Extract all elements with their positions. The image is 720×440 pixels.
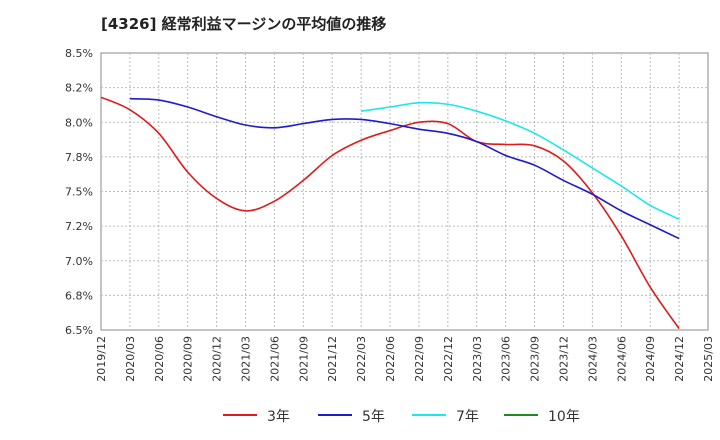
x-tick-label: 2024/09: [644, 336, 657, 382]
legend-swatch: [504, 414, 538, 416]
legend-swatch: [223, 414, 257, 416]
x-tick-label: 2020/06: [153, 336, 166, 382]
x-tick-label: 2021/03: [240, 336, 253, 382]
legend-label: 7年: [456, 409, 479, 425]
x-tick-label: 2022/12: [442, 336, 455, 382]
y-tick-label: 7.2%: [65, 220, 93, 233]
x-tick-label: 2022/09: [413, 336, 426, 382]
x-tick-label: 2021/06: [268, 336, 281, 382]
x-tick-label: 2022/03: [355, 336, 368, 382]
series-line-0: [100, 96, 680, 330]
line-chart: 6.5% 6.8% 7.0% 7.2% 7.5% 7.8% 8.0% 8.2% 8.5% 2019…: [65, 47, 715, 382]
axis-layer: 6.5% 6.8% 7.0% 7.2% 7.5% 7.8% 8.0% 8.2% 8.5% 2019…: [65, 47, 715, 382]
x-tick-label: 2025/03: [702, 336, 715, 382]
x-tick-label: 2023/09: [529, 336, 542, 382]
x-tick-label: 2023/06: [500, 336, 513, 382]
legend-swatch: [318, 414, 352, 416]
x-tick-label: 2024/03: [586, 336, 599, 382]
x-tick-label: 2020/03: [124, 336, 137, 382]
legend: 3年 5年 7年 10年: [0, 400, 720, 430]
y-tick-label: 6.8%: [65, 289, 93, 302]
x-tick-label: 2021/09: [297, 336, 310, 382]
plot-frame: [100, 52, 709, 331]
x-tick-label: 2020/12: [211, 336, 224, 382]
x-tick-label: 2020/09: [182, 336, 195, 382]
x-tick-label: 2019/12: [95, 336, 108, 382]
chart-title: [4326] 経常利益マージンの平均値の推移: [101, 15, 387, 33]
series-line-2: [361, 101, 680, 220]
x-tick-label: 2024/12: [673, 336, 686, 382]
x-tick-label: 2024/06: [615, 336, 628, 382]
series-layer: [100, 96, 680, 330]
legend-label: 3年: [267, 409, 290, 425]
legend-swatch: [412, 414, 446, 416]
y-tick-label: 7.8%: [65, 151, 93, 164]
grid-layer: [100, 52, 709, 331]
y-tick-label: 8.5%: [65, 47, 93, 60]
x-tick-label: 2022/06: [384, 336, 397, 382]
y-tick-label: 7.5%: [65, 186, 93, 199]
x-tick-label: 2021/12: [326, 336, 339, 382]
y-tick-label: 6.5%: [65, 324, 93, 337]
legend-label: 10年: [548, 409, 580, 425]
y-tick-label: 7.0%: [65, 255, 93, 268]
y-tick-label: 8.2%: [65, 82, 93, 95]
y-tick-label: 8.0%: [65, 116, 93, 129]
series-line-1: [129, 97, 680, 240]
x-tick-label: 2023/12: [557, 336, 570, 382]
x-tick-label: 2023/03: [471, 336, 484, 382]
legend-label: 5年: [362, 409, 385, 425]
